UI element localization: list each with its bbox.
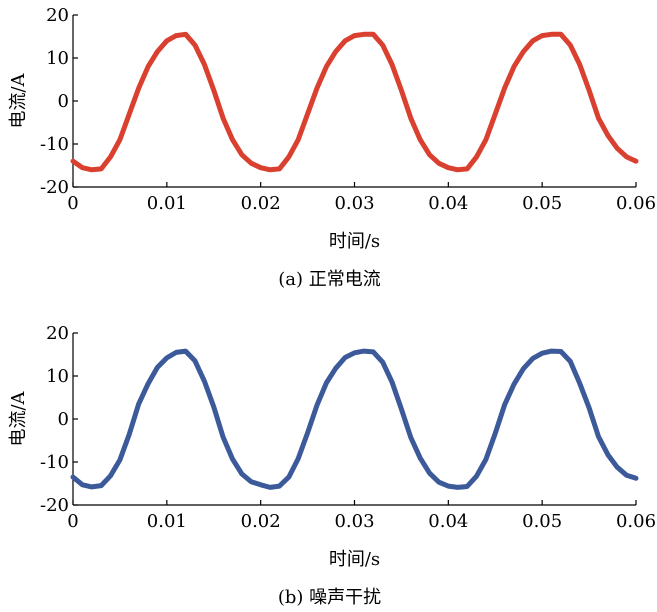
- y-tick-label: -20: [40, 495, 69, 516]
- y-axis-label: 电流/A: [8, 390, 29, 446]
- y-tick-label: 20: [46, 5, 69, 26]
- data-line: [70, 348, 639, 490]
- x-tick-label: 0.06: [616, 511, 656, 532]
- x-tick-label: 0.03: [334, 193, 374, 214]
- caption: (a) 正常电流: [278, 269, 381, 290]
- y-tick-label: -20: [40, 177, 69, 198]
- y-axis-label: 电流/A: [8, 72, 29, 128]
- y-tick-label: 10: [46, 366, 69, 387]
- y-tick-label: -10: [40, 134, 69, 155]
- x-axis-label: 时间/s: [329, 231, 380, 252]
- data-line: [70, 31, 639, 173]
- y-tick-label: -10: [40, 452, 69, 473]
- x-tick-label: 0.06: [616, 193, 656, 214]
- x-tick-label: 0: [67, 511, 78, 532]
- x-tick-label: 0.04: [428, 193, 468, 214]
- x-tick-label: 0.05: [522, 193, 562, 214]
- x-tick-label: 0.01: [147, 193, 187, 214]
- x-tick-label: 0.05: [522, 511, 562, 532]
- y-tick-label: 10: [46, 48, 69, 69]
- x-tick-label: 0.02: [241, 193, 281, 214]
- y-tick-label: 0: [58, 409, 69, 430]
- y-tick-label: 20: [46, 323, 69, 344]
- y-tick-label: 0: [58, 91, 69, 112]
- x-axis-label: 时间/s: [329, 549, 380, 570]
- x-tick-label: 0.01: [147, 511, 187, 532]
- caption: (b) 噪声干扰: [278, 587, 381, 608]
- x-tick-label: 0: [67, 193, 78, 214]
- x-tick-label: 0.03: [334, 511, 374, 532]
- x-tick-label: 0.04: [428, 511, 468, 532]
- x-tick-label: 0.02: [241, 511, 281, 532]
